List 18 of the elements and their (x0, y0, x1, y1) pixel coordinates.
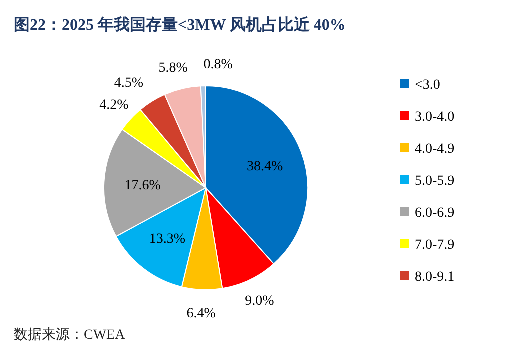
legend-label: 6.0-6.9 (415, 206, 455, 221)
legend-label: <3.0 (415, 78, 440, 93)
chart-title: 图22：2025 年我国存量<3MW 风机占比近 40% (14, 16, 346, 34)
data-label: 38.4% (247, 159, 284, 174)
legend-label: 4.0-4.9 (415, 142, 455, 157)
data-label: 17.6% (124, 178, 162, 194)
legend-label: 5.0-5.9 (415, 174, 455, 189)
legend-label: 7.0-7.9 (415, 238, 455, 253)
data-label: 5.8% (158, 60, 188, 76)
data-label: 6.4% (186, 306, 216, 322)
legend-label: 3.0-4.0 (415, 110, 455, 125)
data-label: 13.3% (149, 232, 186, 247)
data-label: 9.0% (245, 294, 275, 310)
legend-label: 8.0-9.1 (415, 270, 455, 285)
source-note: 数据来源：CWEA (14, 327, 126, 343)
data-label: 4.2% (100, 98, 130, 113)
data-label: 0.8% (204, 58, 234, 72)
data-label: 4.5% (114, 76, 144, 92)
